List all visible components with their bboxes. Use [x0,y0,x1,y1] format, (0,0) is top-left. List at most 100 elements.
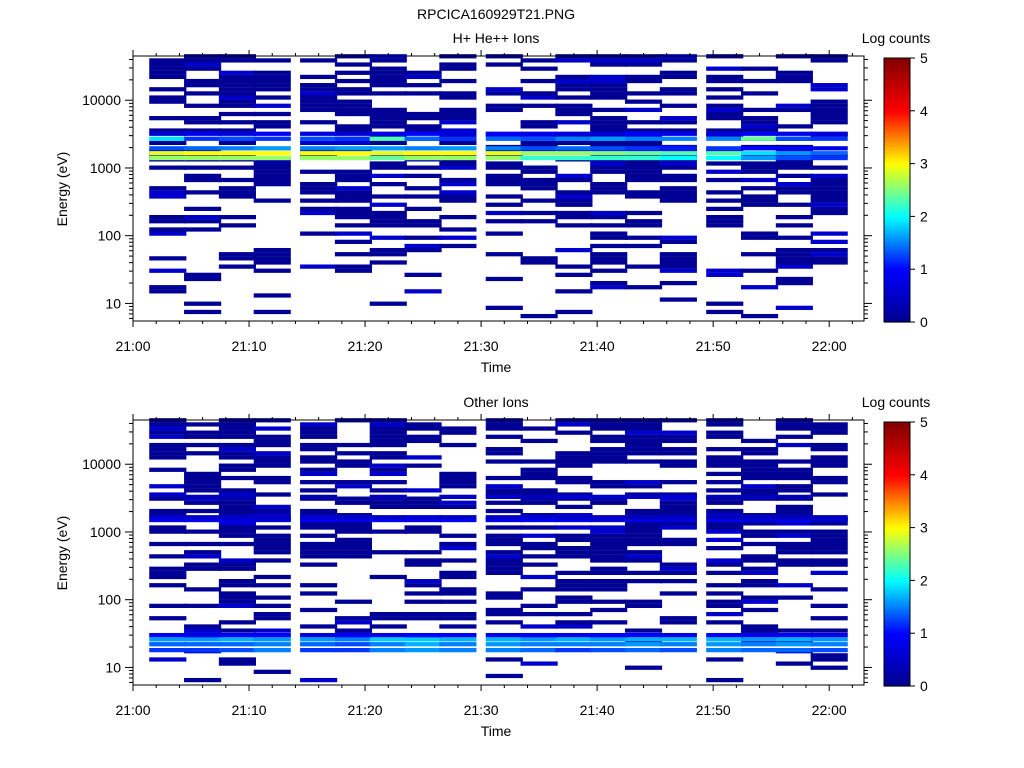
heatmap-cell [404,504,442,510]
heatmap-cell [555,289,593,294]
heatmap-cell [334,541,373,547]
colorbar-swatch [884,590,910,595]
heatmap-cell [439,599,477,604]
heatmap-cell [404,165,442,170]
heatmap-cell [706,546,744,551]
colorbar-swatch [884,308,910,313]
heatmap-cell [149,574,187,580]
colorbar-swatch [884,213,910,217]
heatmap-cell [810,665,848,670]
heatmap-cell [149,554,187,559]
heatmap-cell [810,198,848,203]
colorbar-swatch [884,245,910,249]
heatmap-cell [659,194,697,199]
heatmap-cell [184,632,222,638]
heatmap-cell [659,186,697,191]
heatmap-cell [334,87,373,92]
heatmap-cell [659,562,697,567]
heatmap-cell [485,131,523,136]
colorbar-swatch [884,71,910,75]
colorbar-swatch [884,145,910,149]
heatmap-cell [775,442,813,448]
colorbar-swatch [884,232,910,236]
colorbar-swatch [884,437,910,442]
colorbar-swatch [884,567,910,571]
heatmap-cell [439,500,477,505]
heatmap-cell [300,190,338,195]
heatmap-cell [149,151,187,156]
heatmap-cell [334,155,373,161]
heatmap-cell [741,515,779,520]
heatmap-cell [334,632,373,638]
heatmap-cell [659,578,697,584]
heatmap-cell [218,467,256,472]
heatmap-cell [624,603,663,608]
heatmap-cell [706,74,744,80]
heatmap-cell [624,136,663,141]
heatmap-cell [590,62,628,67]
heatmap-cell [659,146,697,151]
heatmap-cell [775,546,813,551]
heatmap-cell [741,252,779,257]
heatmap-cell [590,583,628,588]
heatmap-cell [659,239,697,244]
heatmap-cell [659,91,697,96]
heatmap-cell [253,155,291,161]
heatmap-cell [253,442,291,448]
colorbar-swatch [884,672,910,677]
colorbar-swatch [884,469,910,473]
heatmap-cell [300,591,338,596]
heatmap-cell [369,165,407,170]
heatmap-cell [555,309,593,315]
heatmap-cell [741,541,779,547]
heatmap-cell [334,537,373,543]
heatmap-cell [624,578,663,584]
colorbar-swatch [884,485,910,489]
colorbar-swatch [884,627,910,632]
heatmap-cell [590,570,628,576]
heatmap-cell [184,83,222,88]
heatmap-cell [334,529,373,534]
heatmap-cell [775,661,813,666]
heatmap-cell [624,642,663,647]
colorbar-swatch [884,601,910,605]
heatmap-cell [810,422,848,427]
heatmap-cell [404,611,442,617]
heatmap-cell [404,173,442,179]
heatmap-cell [404,124,442,129]
heatmap-cell [775,280,813,286]
heatmap-cell [520,611,558,617]
heatmap-cell [520,198,558,203]
heatmap-cell [184,471,222,477]
heatmap-cell [590,285,628,290]
heatmap-cell [485,533,523,538]
heatmap-cell [253,198,291,203]
colorbar-swatch [884,604,910,608]
heatmap-cell [741,607,779,613]
colorbar-swatch [884,569,910,574]
heatmap-cell [555,74,593,80]
colorbar-swatch [884,287,910,291]
colorbar-swatch [884,116,910,120]
heatmap-cell [659,504,697,510]
heatmap-cell [706,637,744,642]
heatmap-cell [555,177,593,183]
heatmap-cell [253,151,291,156]
heatmap-cell [706,517,744,523]
heatmap-cell [369,301,407,306]
heatmap-cell [520,438,558,444]
heatmap-cell [485,161,523,166]
heatmap-cell [439,235,477,240]
heatmap-cell [590,500,628,505]
heatmap-cell [706,591,744,596]
heatmap-cell [184,529,222,534]
heatmap-cell [253,70,291,75]
heatmap-cell [218,87,256,92]
heatmap-cell [706,508,744,514]
colorbar-swatch [884,248,910,252]
heatmap-cell [485,607,523,613]
heatmap-cell [404,247,442,253]
x-tick-label: 21:00 [115,702,150,718]
heatmap-cell [590,243,628,249]
heatmap-cell [439,494,477,499]
